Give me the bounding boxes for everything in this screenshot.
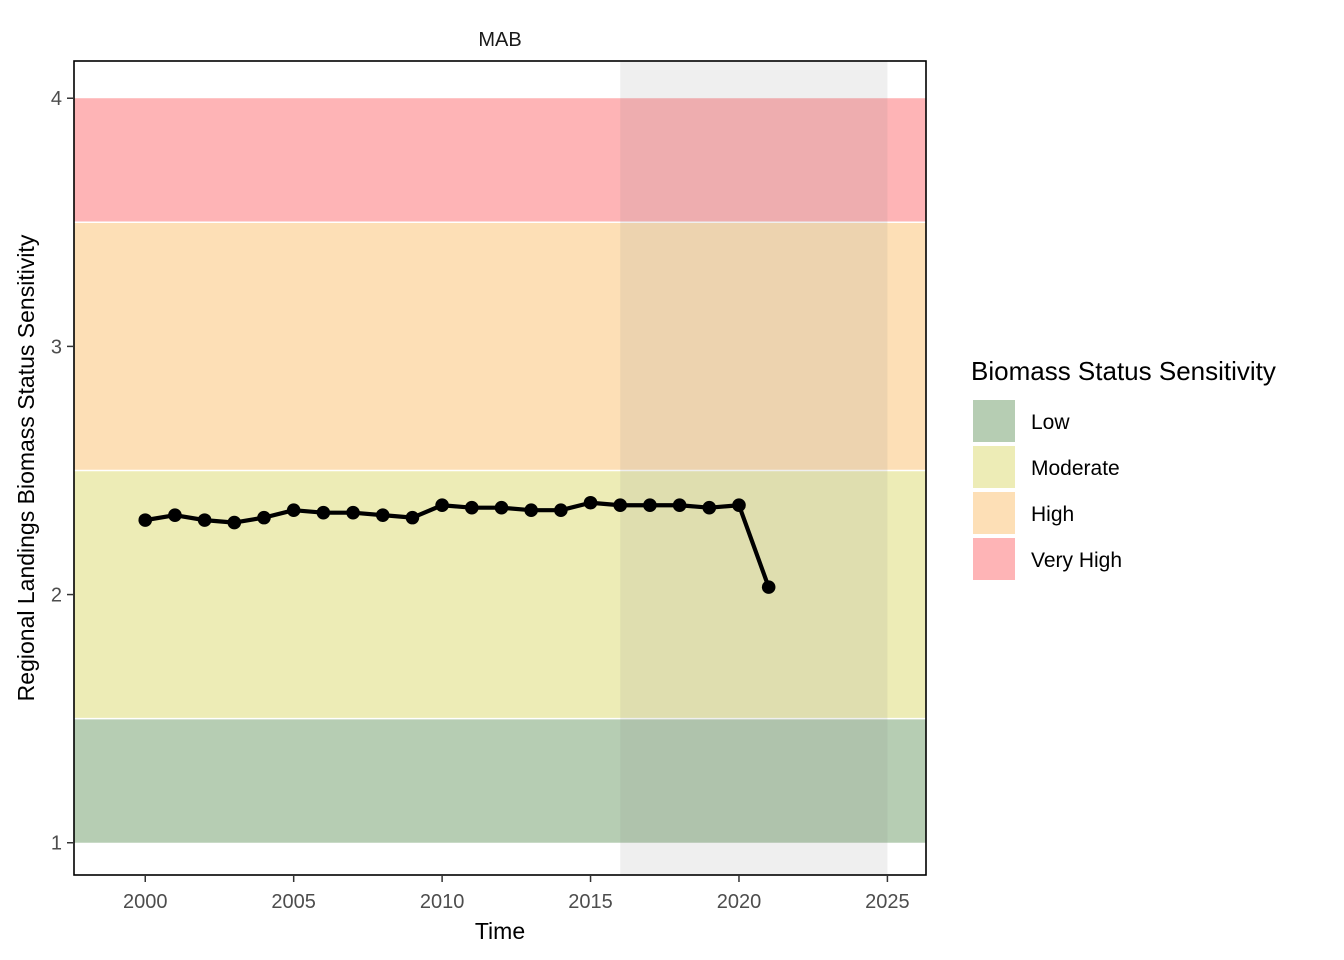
data-point-2016 — [613, 498, 628, 513]
legend-label-low: Low — [1031, 411, 1070, 434]
data-point-2006 — [316, 505, 331, 520]
data-point-2009 — [405, 510, 420, 525]
y-tick-label: 3 — [51, 336, 62, 358]
x-tick-label: 2025 — [865, 891, 910, 913]
y-axis: 1 2 3 4 — [51, 88, 74, 855]
legend-label-high: High — [1031, 503, 1074, 526]
legend-key-moderate — [973, 446, 1015, 488]
panel-strip-title: MAB — [478, 29, 521, 51]
x-tick-label: 2000 — [123, 891, 168, 913]
band-low — [74, 718, 926, 843]
data-point-2012 — [494, 500, 509, 515]
y-tick-label: 1 — [51, 833, 62, 855]
data-point-2011 — [464, 500, 479, 515]
legend-key-high — [973, 492, 1015, 534]
legend-title: Biomass Status Sensitivity — [971, 356, 1276, 386]
data-point-2010 — [435, 498, 449, 513]
y-axis-title: Regional Landings Biomass Status Sensiti… — [13, 234, 39, 701]
legend: Biomass Status Sensitivity Low Moderate Hi… — [971, 356, 1276, 580]
data-point-2003 — [227, 515, 242, 530]
data-point-2007 — [346, 505, 360, 520]
data-point-2013 — [524, 503, 538, 517]
data-point-2001 — [168, 508, 182, 522]
series-layer — [138, 495, 776, 594]
highlight-rect — [620, 61, 888, 875]
legend-key-low — [973, 400, 1015, 442]
band-high — [74, 222, 926, 471]
sensitivity-bands — [74, 98, 926, 843]
data-point-2018 — [672, 498, 687, 513]
series-line — [143, 500, 771, 590]
data-point-2015 — [583, 495, 598, 510]
data-point-2004 — [257, 510, 271, 525]
band-very-high — [74, 98, 926, 223]
legend-key-very-high — [973, 538, 1015, 580]
y-tick-label: 2 — [51, 585, 62, 607]
x-tick-label: 2020 — [717, 891, 762, 913]
data-point-2000 — [138, 513, 153, 527]
x-tick-label: 2010 — [420, 891, 465, 913]
data-point-2019 — [702, 500, 717, 515]
x-tick-label: 2005 — [271, 891, 316, 913]
data-point-2021 — [761, 580, 776, 594]
x-axis: 2000 2005 2010 2015 2020 2025 — [123, 875, 910, 913]
data-point-2002 — [197, 513, 212, 527]
data-point-2020 — [732, 498, 746, 513]
legend-label-moderate: Moderate — [1031, 457, 1120, 480]
data-point-2008 — [375, 508, 390, 522]
x-axis-title: Time — [475, 918, 525, 944]
highlight-period — [620, 61, 888, 875]
y-tick-label: 4 — [51, 88, 62, 110]
data-point-2005 — [286, 503, 301, 517]
legend-label-very-high: Very High — [1031, 549, 1122, 572]
x-tick-label: 2015 — [568, 891, 613, 913]
data-point-2017 — [643, 498, 657, 513]
plot-panel-border — [73, 60, 927, 876]
data-point-2014 — [554, 503, 568, 517]
